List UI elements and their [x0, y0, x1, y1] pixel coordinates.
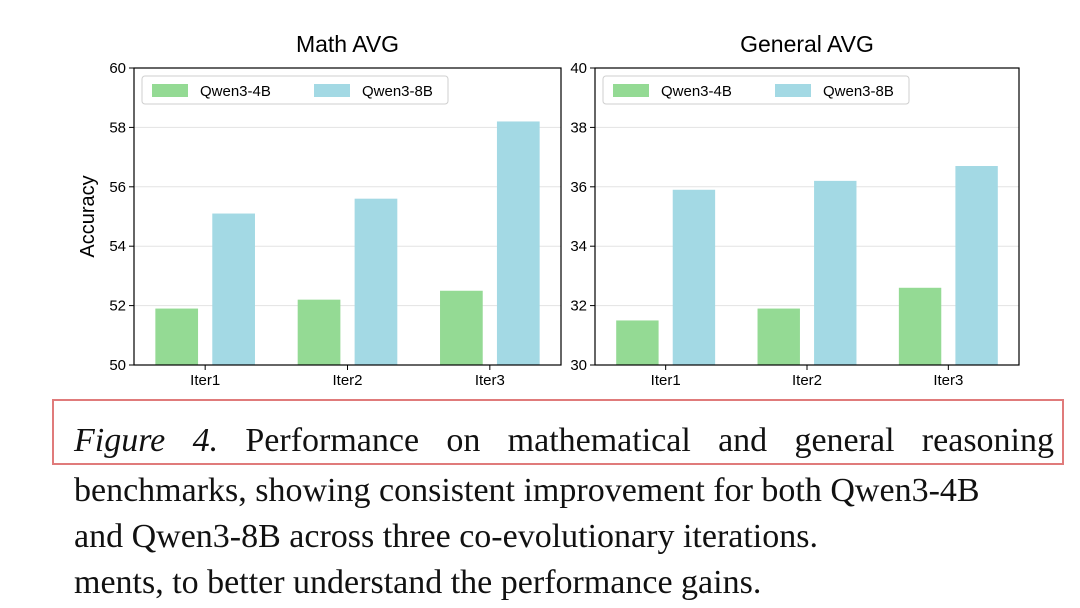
chart2-legend-swatch-qwen3-8b — [775, 84, 811, 97]
chart2-y-tick-label: 36 — [570, 179, 587, 196]
chart2-legend-label-qwen3-4b: Qwen3-4B — [661, 83, 732, 100]
chart2-bar-qwen3-8b-iter3 — [955, 166, 998, 365]
chart2-y-tick-label: 30 — [570, 357, 587, 374]
chart2-x-tick-label: Iter3 — [933, 372, 963, 389]
caption-line-2: benchmarks, showing consistent improveme… — [74, 472, 980, 509]
chart1-title: Math AVG — [296, 31, 399, 57]
chart1-legend-box — [141, 75, 449, 105]
chart1-y-axis-label: Accuracy — [77, 175, 99, 257]
chart1-axes-frame — [133, 67, 562, 366]
chart2-legend-swatch-qwen3-4b — [613, 84, 649, 97]
chart2-y-tick-label: 40 — [570, 60, 587, 77]
caption-text-1: Performance on mathematical and general … — [245, 422, 1054, 459]
chart1-bar-qwen3-8b-iter3 — [496, 121, 540, 366]
chart1-y-tick-label: 50 — [109, 357, 126, 374]
chart1-x-tick-label: Iter1 — [190, 372, 220, 389]
chart2-bar-qwen3-8b-iter2 — [814, 180, 857, 365]
caption-line-3: and Qwen3-8B across three co-evolutionar… — [74, 518, 818, 555]
chart2-bar-qwen3-4b-iter2 — [757, 308, 800, 365]
chart2-axes-frame — [594, 67, 1020, 366]
chart1-legend-swatch-qwen3-4b — [152, 84, 188, 97]
chart1-y-tick-label: 56 — [109, 179, 126, 196]
chart1-legend-swatch-qwen3-8b — [314, 84, 350, 97]
chart1-y-tick-label: 52 — [109, 298, 126, 315]
chart1-legend-label-qwen3-8b: Qwen3-8B — [362, 83, 433, 100]
chart1-x-tick-label: Iter2 — [332, 372, 362, 389]
caption-line-1: Figure 4. Performance on mathematical an… — [74, 424, 1054, 458]
chart2-y-tick-label: 38 — [570, 119, 587, 136]
chart2-title: General AVG — [740, 31, 874, 57]
chart1-legend-label-qwen3-4b: Qwen3-4B — [200, 83, 271, 100]
chart2-x-tick-label: Iter1 — [651, 372, 681, 389]
chart1-bar-qwen3-4b-iter3 — [440, 290, 483, 365]
chart2-y-tick-label: 34 — [570, 238, 587, 255]
chart1-bar-qwen3-8b-iter1 — [212, 213, 255, 365]
caption-highlight-box — [52, 399, 1064, 465]
chart1-x-tick-label: Iter3 — [475, 372, 505, 389]
chart1-y-tick-label: 54 — [109, 238, 126, 255]
chart2-bar-qwen3-4b-iter1 — [616, 320, 659, 365]
chart2-y-tick-label: 32 — [570, 298, 587, 315]
chart1-bar-qwen3-8b-iter2 — [354, 198, 398, 365]
chart2-legend-box — [602, 75, 910, 105]
chart1-y-tick-label: 58 — [109, 119, 126, 136]
chart2-bar-qwen3-4b-iter3 — [898, 287, 942, 365]
figure-label: Figure 4. — [74, 422, 219, 459]
caption-line-4: ments, to better understand the performa… — [74, 564, 762, 601]
chart1-y-tick-label: 60 — [109, 60, 126, 77]
chart2-bar-qwen3-8b-iter1 — [672, 189, 716, 365]
chart1-bar-qwen3-4b-iter2 — [297, 299, 341, 365]
chart1-bar-qwen3-4b-iter1 — [155, 308, 199, 365]
chart2-legend-label-qwen3-8b: Qwen3-8B — [823, 83, 894, 100]
chart2-x-tick-label: Iter2 — [792, 372, 822, 389]
figure-charts: Iter1 Iter2 Iter3 50 52 54 56 58 60 Math AVG Accur… — [77, 31, 1020, 389]
